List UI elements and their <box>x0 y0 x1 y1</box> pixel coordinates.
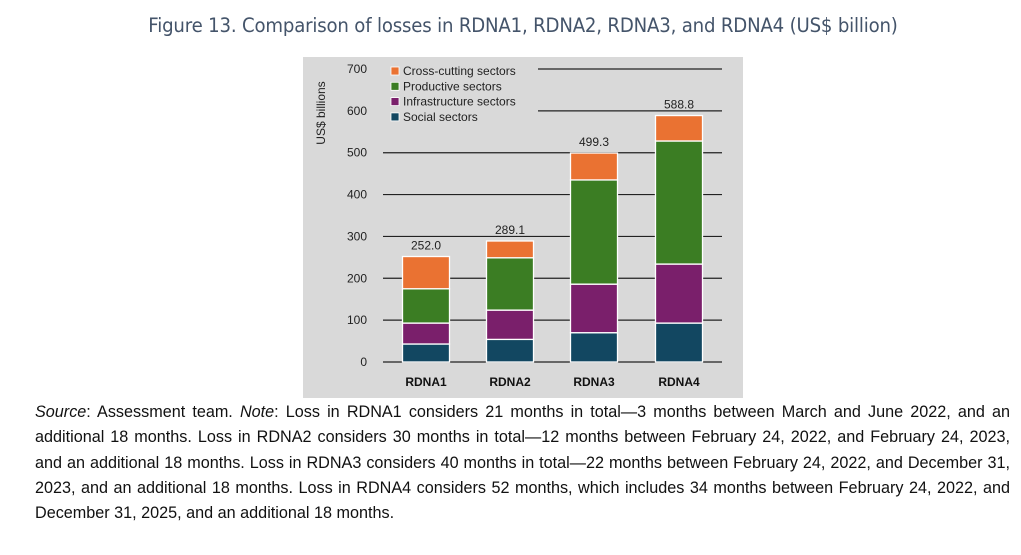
bar-segment-cross-cutting-sectors <box>569 152 619 181</box>
legend-swatch <box>390 97 400 106</box>
legend-swatch <box>390 81 400 91</box>
note-text: : Loss in RDNA1 considers 21 months in t… <box>35 403 1010 523</box>
y-tick-label: 300 <box>347 229 367 243</box>
bar-segment-social-sectors <box>401 343 451 363</box>
bar-segment-infrastructure-sectors <box>401 322 451 345</box>
bar-segment-cross-cutting-sectors <box>485 240 535 259</box>
total-label: 289.1 <box>495 223 525 237</box>
y-tick-label: 200 <box>347 271 367 285</box>
bar-segment-productive-sectors <box>485 257 535 311</box>
bar-segment-infrastructure-sectors <box>654 263 704 324</box>
y-tick-label: 700 <box>347 62 367 76</box>
bar-segment-productive-sectors <box>654 140 704 265</box>
bar-segment-social-sectors <box>485 338 535 363</box>
legend-background <box>383 62 538 128</box>
note-label: Note <box>239 403 275 421</box>
bar-segment-productive-sectors <box>569 179 619 285</box>
y-tick-label: 400 <box>347 188 367 202</box>
y-tick-label: 600 <box>347 104 367 118</box>
y-axis-label: US$ billions <box>314 81 328 144</box>
bar-segment-productive-sectors <box>401 288 451 324</box>
bar-segment-infrastructure-sectors <box>485 309 535 341</box>
bar-segment-infrastructure-sectors <box>569 283 619 334</box>
legend-label: Infrastructure sectors <box>403 95 516 109</box>
bar-segment-social-sectors <box>569 332 619 363</box>
legend-label: Productive sectors <box>403 79 502 93</box>
legend-label: Cross-cutting sectors <box>403 64 516 78</box>
x-tick-label: RDNA4 <box>658 375 700 389</box>
figure-title: Figure 13. Comparison of losses in RDNA1… <box>148 14 898 37</box>
legend-label: Social sectors <box>403 110 478 124</box>
total-label: 252.0 <box>411 239 441 253</box>
x-tick-label: RDNA3 <box>573 375 615 389</box>
source-label: Source <box>35 403 87 421</box>
y-tick-label: 0 <box>360 355 367 369</box>
x-tick-label: RDNA1 <box>405 375 447 389</box>
y-tick-label: 100 <box>347 313 367 327</box>
y-tick-label: 500 <box>347 146 367 160</box>
figure-caption: Source: Assessment team. Note: Loss in R… <box>35 400 1010 526</box>
legend-swatch <box>390 112 400 122</box>
legend-swatch <box>390 66 400 76</box>
source-text: : Assessment team. <box>86 403 240 421</box>
total-label: 588.8 <box>664 98 694 112</box>
x-tick-label: RDNA2 <box>489 375 531 389</box>
bar-segment-social-sectors <box>654 322 704 363</box>
bar-segment-cross-cutting-sectors <box>401 255 451 290</box>
total-label: 499.3 <box>579 135 609 149</box>
stacked-bar-chart: 0 100 200 300 400 500 600 700 252.0 RDNA1 289.1 RDN… <box>303 57 743 398</box>
bar-segment-cross-cutting-sectors <box>654 114 704 142</box>
